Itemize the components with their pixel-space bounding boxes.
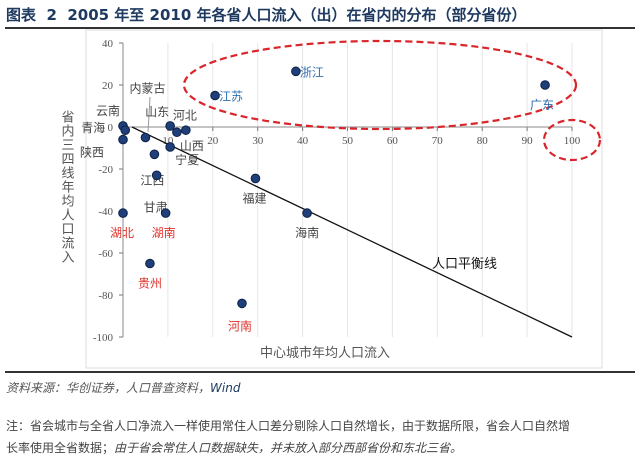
data-point xyxy=(149,149,160,160)
x-tick-label: 30 xyxy=(252,135,264,147)
x-tick-label: 60 xyxy=(387,135,399,147)
data-point xyxy=(118,134,128,145)
balance-line-label: 人口平衡线 xyxy=(432,257,497,272)
data-point xyxy=(160,208,171,218)
point-label: 广东 xyxy=(530,98,554,112)
title-rule xyxy=(5,27,635,29)
data-point xyxy=(118,208,128,218)
y-tick-label: 40 xyxy=(102,38,114,50)
y-tick-label: -20 xyxy=(98,164,113,176)
data-point xyxy=(210,90,220,101)
point-label: 内蒙古 xyxy=(129,81,165,96)
x-tick-label: 70 xyxy=(432,135,444,147)
data-point xyxy=(291,66,301,77)
data-point xyxy=(165,121,175,131)
source-line: 资料来源：华创证券，人口普查资料，Wind xyxy=(6,379,240,396)
y-tick-label: -100 xyxy=(93,332,114,344)
x-axis-label: 中心城市年均人口流入 xyxy=(260,345,390,361)
highlight-ellipse-large xyxy=(182,39,578,131)
source-wind: Wind xyxy=(210,381,241,395)
x-tick-label: 100 xyxy=(564,135,581,147)
x-tick-label: 50 xyxy=(342,135,354,147)
note-line-2b: 由于省会常住人口数据缺失，并未放入部分西部省份和东北三省。 xyxy=(114,441,463,455)
point-label: 海南 xyxy=(295,225,319,240)
data-point xyxy=(145,258,155,269)
point-label: 青海 xyxy=(81,120,105,135)
y-tick-label: -40 xyxy=(98,206,113,218)
x-tick-label: 40 xyxy=(297,135,309,147)
data-point xyxy=(151,170,162,181)
data-point xyxy=(250,173,261,184)
leader-line xyxy=(147,96,151,133)
point-label: 福建 xyxy=(242,190,266,205)
highlight-ellipse-small xyxy=(542,118,602,162)
plot-frame xyxy=(85,29,603,369)
data-point xyxy=(181,125,191,135)
note-line-1: 注：省会城市与全省人口净流入一样使用常住人口差分剔除人口自然增长，由于数据所限，… xyxy=(6,419,571,433)
x-tick-label: 80 xyxy=(477,135,489,147)
point-label: 贵州 xyxy=(138,277,162,291)
point-label: 山西 xyxy=(180,139,204,153)
data-point xyxy=(302,208,312,218)
note-line-2a: 长率使用全省数据； xyxy=(6,441,115,455)
y-tick-label: 20 xyxy=(102,80,114,92)
point-label: 湖南 xyxy=(152,225,176,240)
point-label: 宁夏 xyxy=(175,152,199,167)
figure-title: 图表 2 2005 年至 2010 年各省人口流入（出）在省内的分布（部分省份） xyxy=(6,6,527,24)
bottom-rule xyxy=(5,371,635,373)
x-tick-label: 90 xyxy=(522,135,534,147)
data-point xyxy=(237,298,247,309)
point-label: 云南 xyxy=(96,103,120,118)
data-point xyxy=(540,80,550,90)
point-label: 河北 xyxy=(173,108,197,122)
source-label: 资料来源：华创证券，人口普查资料， xyxy=(6,381,211,395)
x-tick-label: 10 xyxy=(162,135,174,147)
point-label: 山东 xyxy=(145,105,169,119)
y-axis-label: 省内三四线年均人口流入 xyxy=(59,110,75,264)
point-label: 陕西 xyxy=(80,145,104,160)
y-tick-label: 0 xyxy=(108,122,114,134)
data-point xyxy=(165,142,175,152)
y-tick-label: -60 xyxy=(98,248,113,260)
point-label: 浙江 xyxy=(300,65,324,79)
point-label: 江苏 xyxy=(219,90,243,104)
point-label: 河南 xyxy=(228,318,252,333)
point-label: 湖北 xyxy=(110,225,134,240)
note-line-2: 长率使用全省数据；由于省会常住人口数据缺失，并未放入部分西部省份和东北三省。 xyxy=(6,437,636,459)
data-point xyxy=(140,132,151,143)
y-tick-label: -80 xyxy=(98,290,113,302)
scatter-chart: 10 20 30 40 50 60 70 80 90 100 40 20 0 -20 -40 -60 -80 -1… xyxy=(59,29,603,369)
balance-line xyxy=(131,126,573,338)
data-point xyxy=(120,125,131,135)
data-point xyxy=(172,127,182,138)
x-tick-label: 20 xyxy=(207,135,219,147)
